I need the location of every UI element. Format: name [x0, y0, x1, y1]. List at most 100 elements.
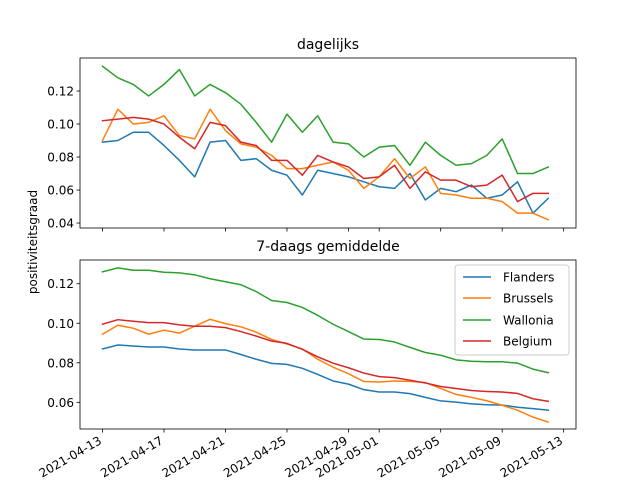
data-point-wallonia	[347, 330, 349, 332]
data-point-belgium	[516, 392, 518, 394]
data-point-flanders	[363, 388, 365, 390]
data-point-belgium	[270, 340, 272, 342]
data-point-wallonia	[178, 68, 180, 70]
data-point-belgium	[240, 330, 242, 332]
panel-daily-title: dagelijks	[297, 37, 359, 53]
data-point-flanders	[255, 157, 257, 159]
data-point-wallonia	[163, 271, 165, 273]
data-point-brussels	[378, 381, 380, 383]
data-point-brussels	[317, 358, 319, 360]
data-point-belgium	[240, 141, 242, 143]
data-point-belgium	[486, 184, 488, 186]
data-point-belgium	[363, 177, 365, 179]
data-point-belgium	[286, 342, 288, 344]
data-point-flanders	[547, 409, 549, 411]
data-point-belgium	[317, 154, 319, 156]
data-point-wallonia	[363, 156, 365, 158]
y-tick-label: 0.12	[47, 277, 74, 291]
data-point-flanders	[486, 403, 488, 405]
data-point-wallonia	[455, 359, 457, 361]
data-point-belgium	[409, 187, 411, 189]
data-point-belgium	[163, 123, 165, 125]
panel-daily-lines	[101, 65, 550, 221]
data-point-belgium	[363, 372, 365, 374]
data-point-belgium	[178, 324, 180, 326]
data-point-wallonia	[224, 91, 226, 93]
data-point-brussels	[532, 416, 534, 418]
data-point-brussels	[270, 154, 272, 156]
data-point-wallonia	[317, 314, 319, 316]
legend: Flanders Brussels Wallonia Belgium	[454, 264, 570, 356]
data-point-flanders	[409, 172, 411, 174]
data-point-flanders	[224, 139, 226, 141]
data-point-flanders	[363, 181, 365, 183]
panel-daily-frame	[79, 57, 577, 229]
y-tick-label: 0.10	[47, 118, 74, 132]
data-point-belgium	[101, 120, 103, 122]
data-point-wallonia	[470, 162, 472, 164]
data-point-flanders	[209, 349, 211, 351]
data-point-belgium	[224, 326, 226, 328]
data-point-brussels	[209, 318, 211, 320]
data-point-flanders	[147, 346, 149, 348]
data-point-wallonia	[547, 371, 549, 373]
y-tick-label: 0.08	[47, 356, 74, 370]
data-point-belgium	[178, 136, 180, 138]
data-point-brussels	[393, 380, 395, 382]
data-point-wallonia	[209, 278, 211, 280]
data-point-belgium	[470, 389, 472, 391]
data-point-belgium	[532, 398, 534, 400]
data-point-brussels	[301, 167, 303, 169]
data-point-flanders	[132, 131, 134, 133]
data-point-flanders	[378, 391, 380, 393]
data-point-wallonia	[424, 351, 426, 353]
data-point-wallonia	[286, 301, 288, 303]
data-point-belgium	[532, 192, 534, 194]
data-point-flanders	[393, 391, 395, 393]
data-point-brussels	[194, 138, 196, 140]
data-point-wallonia	[393, 144, 395, 146]
data-point-brussels	[286, 167, 288, 169]
y-tick-label: 0.04	[47, 217, 74, 231]
data-point-flanders	[332, 380, 334, 382]
data-point-wallonia	[378, 338, 380, 340]
data-point-wallonia	[209, 83, 211, 85]
data-point-flanders	[317, 169, 319, 171]
data-point-wallonia	[363, 338, 365, 340]
data-point-flanders	[501, 194, 503, 196]
data-point-wallonia	[501, 138, 503, 140]
data-point-wallonia	[147, 95, 149, 97]
y-tick-label: 0.06	[47, 396, 74, 410]
panel-daily-ticks: 0.04 0.06 0.08 0.10 0.12	[47, 85, 565, 232]
data-point-wallonia	[240, 284, 242, 286]
data-point-belgium	[378, 375, 380, 377]
series-line-flanders	[101, 344, 550, 412]
data-point-wallonia	[194, 95, 196, 97]
data-point-flanders	[455, 190, 457, 192]
data-point-flanders	[347, 176, 349, 178]
data-point-belgium	[393, 376, 395, 378]
y-tick-label: 0.08	[47, 151, 74, 165]
data-point-wallonia	[409, 346, 411, 348]
data-point-belgium	[301, 348, 303, 350]
data-point-flanders	[470, 403, 472, 405]
data-point-brussels	[455, 393, 457, 395]
data-point-belgium	[409, 379, 411, 381]
data-point-belgium	[255, 335, 257, 337]
data-point-belgium	[132, 320, 134, 322]
data-point-wallonia	[132, 269, 134, 271]
data-point-wallonia	[301, 131, 303, 133]
data-point-flanders	[101, 348, 103, 350]
data-point-belgium	[455, 179, 457, 181]
data-point-brussels	[363, 380, 365, 382]
data-point-flanders	[532, 407, 534, 409]
data-point-brussels	[178, 332, 180, 334]
y-tick-label: 0.12	[47, 85, 74, 99]
data-point-wallonia	[455, 164, 457, 166]
data-point-flanders	[240, 159, 242, 161]
data-point-flanders	[516, 181, 518, 183]
data-point-flanders	[270, 362, 272, 364]
data-point-brussels	[147, 333, 149, 335]
